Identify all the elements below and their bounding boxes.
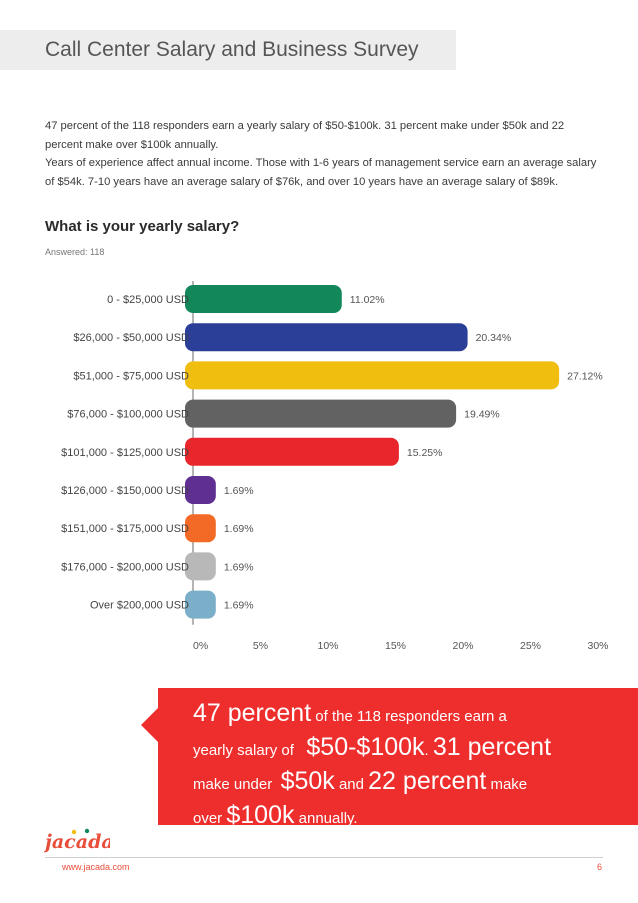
callout-text-part: make — [486, 776, 528, 793]
data-label: 1.69% — [224, 523, 254, 535]
callout-highlight: 47 percent — [193, 699, 312, 727]
bar — [185, 285, 342, 313]
answered-count: Answered: 118 — [45, 247, 105, 257]
logo-dot-icon — [84, 828, 90, 834]
page-title: Call Center Salary and Business Survey — [45, 38, 419, 61]
callout-text-part: yearly salary of — [193, 742, 299, 759]
callout-highlight: $100k — [226, 801, 295, 829]
callout-box: 47 percent of the 118 responders earn a … — [158, 688, 638, 829]
category-label: $151,000 - $175,000 USD — [61, 523, 189, 535]
jacada-logo[interactable]: jacada — [44, 826, 110, 856]
bar — [185, 437, 399, 466]
callout-text-part: annually. — [294, 810, 358, 827]
category-label: $26,000 - $50,000 USD — [73, 332, 189, 344]
category-label: $176,000 - $200,000 USD — [61, 561, 189, 573]
category-label: $76,000 - $100,000 USD — [67, 409, 189, 421]
bar — [185, 514, 216, 543]
intro-text: 47 percent of the 118 responders earn a … — [45, 117, 600, 191]
callout-highlight: $50k — [280, 767, 335, 795]
category-label: $51,000 - $75,000 USD — [73, 370, 189, 382]
salary-bar-chart: 0 - $25,000 USD 11.02% $26,000 - $50,000 U… — [61, 281, 609, 652]
data-label: 20.34% — [476, 332, 512, 344]
x-tick-label: 20% — [452, 640, 473, 652]
callout-text: 47 percent of the 118 responders earn a … — [193, 698, 623, 834]
logo-dot-icon — [71, 829, 77, 835]
logo-text: jacada — [44, 831, 110, 853]
data-label: 27.12% — [567, 370, 603, 382]
intro-paragraph-2: Years of experience affect annual income… — [45, 157, 597, 188]
category-label: $101,000 - $125,000 USD — [61, 447, 189, 459]
x-tick-label: 15% — [385, 640, 406, 652]
callout-text-part: and — [334, 776, 369, 793]
footer-divider — [45, 857, 603, 858]
title-band: Call Center Salary and Business Survey — [0, 30, 456, 70]
data-label: 15.25% — [407, 447, 443, 459]
data-label: 1.69% — [224, 600, 254, 612]
callout-text-part: of the 118 responders earn a — [311, 708, 507, 725]
callout-text-part: . — [424, 742, 433, 759]
x-tick-label: 25% — [520, 640, 541, 652]
bar — [185, 323, 468, 352]
callout-highlight: 22 percent — [368, 767, 487, 795]
data-label: 11.02% — [350, 294, 385, 306]
x-tick-label: 5% — [253, 640, 268, 652]
callout-highlight: $50-$100k — [306, 733, 425, 761]
data-label: 1.69% — [224, 561, 254, 573]
page-number: 6 — [596, 862, 602, 872]
callout-text-part: make under — [193, 776, 277, 793]
category-label: 0 - $25,000 USD — [107, 294, 189, 306]
intro-paragraph-1: 47 percent of the 118 responders earn a … — [45, 120, 565, 151]
bar — [185, 361, 560, 390]
callout-highlight: 31 percent — [432, 733, 552, 761]
bar — [185, 552, 216, 581]
bar — [185, 399, 457, 428]
data-label: 1.69% — [224, 485, 254, 497]
bar — [185, 476, 216, 504]
category-label: $126,000 - $150,000 USD — [61, 485, 189, 497]
question-title: What is your yearly salary? — [45, 218, 240, 235]
x-tick-label: 0% — [193, 640, 208, 652]
footer-url[interactable]: www.jacada.com — [62, 862, 130, 872]
x-tick-label: 10% — [317, 640, 338, 652]
category-label: Over $200,000 USD — [90, 600, 189, 612]
data-label: 19.49% — [464, 409, 500, 421]
x-tick-label: 30% — [587, 640, 608, 652]
bar — [185, 590, 216, 619]
callout-text-part: over — [193, 810, 227, 827]
